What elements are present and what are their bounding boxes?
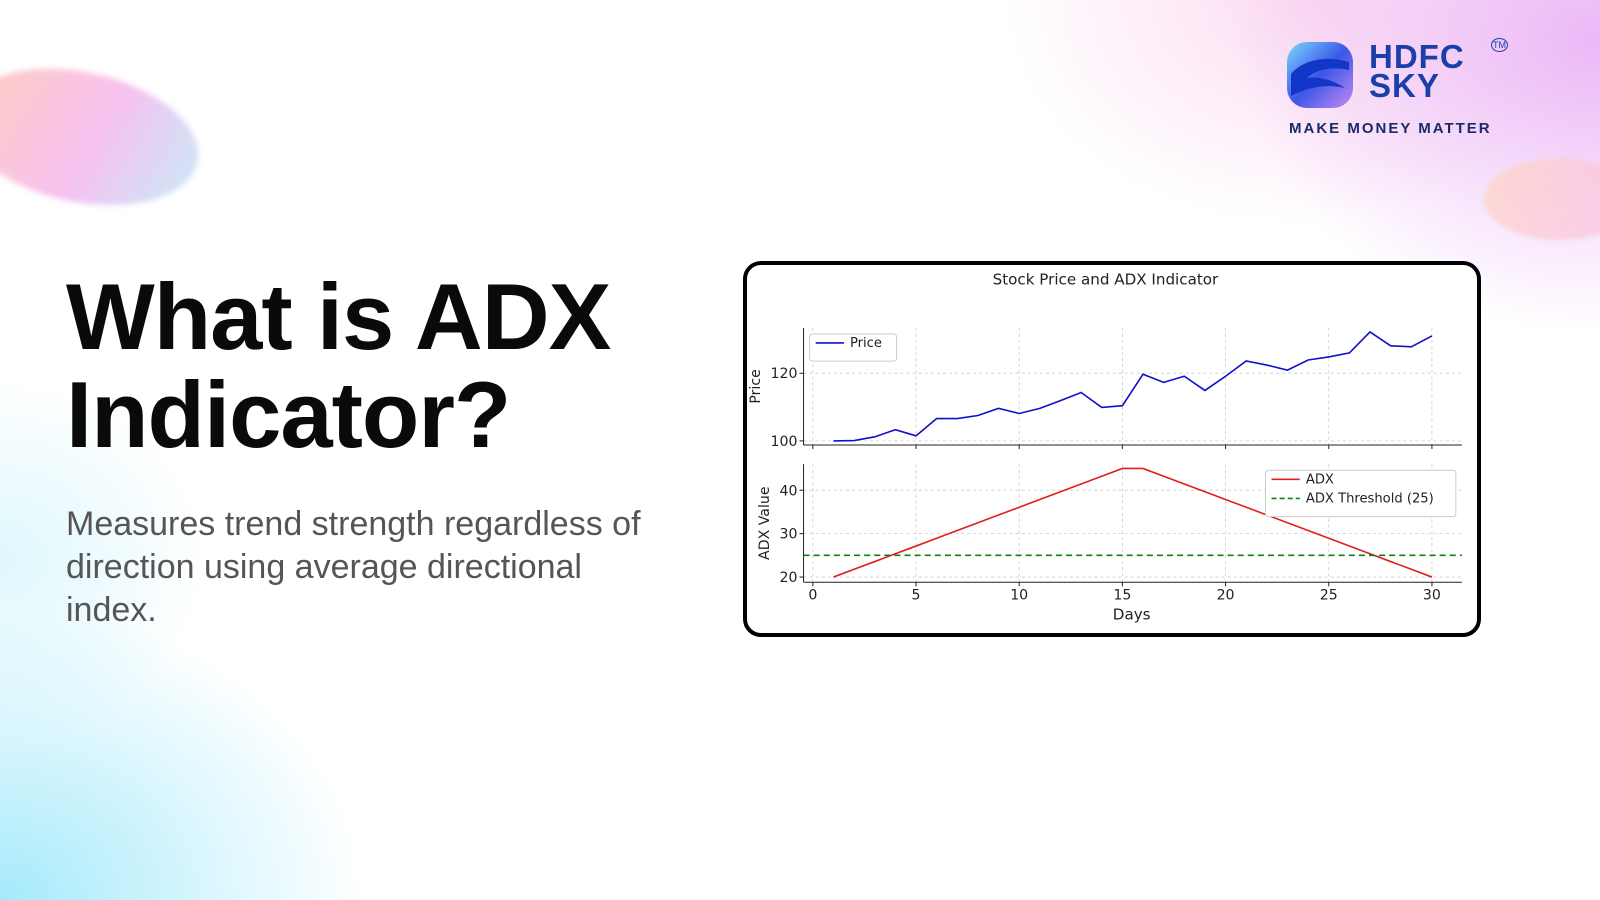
legend: Price [809,333,898,362]
x-tick-label: 25 [1320,587,1338,603]
x-tick-label: 5 [912,587,921,603]
x-tick-label: 10 [1010,587,1028,603]
y-axis-label: Price [748,369,764,403]
legend-label: ADX Threshold (25) [1306,492,1434,507]
brand: HDFC SKY [1369,38,1465,104]
x-tick-label: 20 [1217,587,1235,603]
description: Measures trend strength regardless of di… [66,505,641,629]
heading-line: Indicator? [66,362,511,467]
brand-line: SKY [1369,67,1440,104]
legend-box [809,333,898,362]
x-tick-label: 0 [808,587,817,603]
legend-box [1264,469,1457,518]
logo-icon [1287,42,1353,108]
logo: HDFC SKY TM MAKE MONEY MATTER [1285,38,1525,138]
heading: What is ADX Indicator? [66,264,611,467]
legend-label: ADX [1306,472,1334,487]
tagline: MAKE MONEY MATTER [1289,120,1492,137]
y-tick-label: 120 [771,366,798,382]
data-line [833,330,1433,442]
legend-label: Price [850,336,882,351]
decor-blob [1484,158,1600,240]
legend: ADX ADX Threshold (25) [1264,469,1457,518]
data-line [833,467,1433,578]
brand-line: HDFC [1369,38,1465,75]
trademark: TM [1491,38,1508,52]
x-axis-label: Days [1113,606,1151,624]
chart-title: Stock Price and ADX Indicator [993,270,1219,288]
chart-card: 100 120 Stock Price and ADX Indicator Price… [743,261,1481,637]
x-tick-label: 30 [1423,587,1441,603]
y-tick-label: 30 [779,527,797,543]
y-axis-label: ADX Value [757,486,773,560]
heading-line: What is ADX [66,264,611,369]
y-tick-label: 40 [779,483,797,499]
x-tick-label: 15 [1113,587,1131,603]
y-tick-label: 100 [771,434,798,450]
y-tick-label: 20 [779,570,797,586]
